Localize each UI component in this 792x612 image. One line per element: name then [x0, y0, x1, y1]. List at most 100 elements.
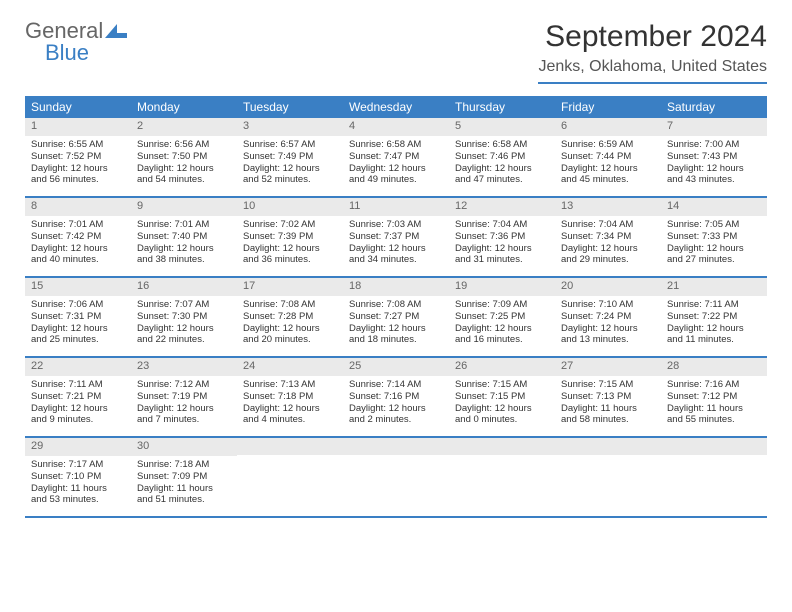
day-cell: 12 Sunrise: 7:04 AMSunset: 7:36 PMDayligh…: [449, 198, 555, 276]
sunrise-text: Sunrise: 7:13 AM: [243, 379, 337, 391]
sunrise-text: Sunrise: 7:01 AM: [31, 219, 125, 231]
day-content: Sunrise: 6:56 AMSunset: 7:50 PMDaylight:…: [131, 136, 237, 192]
daylight-text: Daylight: 12 hours and 36 minutes.: [243, 243, 337, 267]
daylight-text: Daylight: 11 hours and 58 minutes.: [561, 403, 655, 427]
day-number: 20: [555, 278, 661, 296]
day-cell: 22Sunrise: 7:11 AMSunset: 7:21 PMDayligh…: [25, 358, 131, 436]
sunset-text: Sunset: 7:18 PM: [243, 391, 337, 403]
day-content: Sunrise: 7:02 AMSunset: 7:39 PMDaylight:…: [237, 216, 343, 272]
sunset-text: Sunset: 7:46 PM: [455, 151, 549, 163]
day-number: 21: [661, 278, 767, 296]
empty-cell: [555, 438, 661, 516]
day-cell: 25Sunrise: 7:14 AMSunset: 7:16 PMDayligh…: [343, 358, 449, 436]
header: GeneralBlue September 2024 Jenks, Oklaho…: [25, 20, 767, 84]
day-cell: 28Sunrise: 7:16 AMSunset: 7:12 PMDayligh…: [661, 358, 767, 436]
day-content: Sunrise: 6:58 AMSunset: 7:47 PMDaylight:…: [343, 136, 449, 192]
daylight-text: Daylight: 12 hours and 49 minutes.: [349, 163, 443, 187]
day-content: Sunrise: 7:17 AMSunset: 7:10 PMDaylight:…: [25, 456, 131, 512]
sunset-text: Sunset: 7:22 PM: [667, 311, 761, 323]
day-cell: 19Sunrise: 7:09 AMSunset: 7:25 PMDayligh…: [449, 278, 555, 356]
day-content: Sunrise: 6:59 AMSunset: 7:44 PMDaylight:…: [555, 136, 661, 192]
empty-cell: [343, 438, 449, 516]
sunset-text: Sunset: 7:36 PM: [455, 231, 549, 243]
empty-cell: [661, 438, 767, 516]
daylight-text: Daylight: 12 hours and 52 minutes.: [243, 163, 337, 187]
sunset-text: Sunset: 7:09 PM: [137, 471, 231, 483]
week-row: 15Sunrise: 7:06 AMSunset: 7:31 PMDayligh…: [25, 278, 767, 358]
day-cell: 1Sunrise: 6:55 AMSunset: 7:52 PMDaylight…: [25, 118, 131, 196]
sunrise-text: Sunrise: 7:11 AM: [667, 299, 761, 311]
daylight-text: Daylight: 12 hours and 18 minutes.: [349, 323, 443, 347]
day-cell: 5Sunrise: 6:58 AMSunset: 7:46 PMDaylight…: [449, 118, 555, 196]
title-block: September 2024 Jenks, Oklahoma, United S…: [538, 20, 767, 84]
daylight-text: Daylight: 12 hours and 34 minutes.: [349, 243, 443, 267]
day-number: 15: [25, 278, 131, 296]
day-number: 6: [555, 118, 661, 136]
weekday-sunday: Sunday: [25, 96, 131, 118]
day-content: Sunrise: 7:11 AMSunset: 7:22 PMDaylight:…: [661, 296, 767, 352]
sunset-text: Sunset: 7:28 PM: [243, 311, 337, 323]
daylight-text: Daylight: 11 hours and 55 minutes.: [667, 403, 761, 427]
sunrise-text: Sunrise: 7:07 AM: [137, 299, 231, 311]
sunset-text: Sunset: 7:27 PM: [349, 311, 443, 323]
day-content: Sunrise: 7:15 AMSunset: 7:13 PMDaylight:…: [555, 376, 661, 432]
daylight-text: Daylight: 12 hours and 31 minutes.: [455, 243, 549, 267]
day-number: 7: [661, 118, 767, 136]
sunrise-text: Sunrise: 6:58 AM: [349, 139, 443, 151]
logo-text-blue: Blue: [45, 42, 127, 64]
day-number: 24: [237, 358, 343, 376]
sunset-text: Sunset: 7:52 PM: [31, 151, 125, 163]
day-content: Sunrise: 7:08 AMSunset: 7:27 PMDaylight:…: [343, 296, 449, 352]
daylight-text: Daylight: 12 hours and 4 minutes.: [243, 403, 337, 427]
daylight-text: Daylight: 12 hours and 13 minutes.: [561, 323, 655, 347]
sunset-text: Sunset: 7:42 PM: [31, 231, 125, 243]
day-content: Sunrise: 7:14 AMSunset: 7:16 PMDaylight:…: [343, 376, 449, 432]
sunset-text: Sunset: 7:44 PM: [561, 151, 655, 163]
daylight-text: Daylight: 12 hours and 45 minutes.: [561, 163, 655, 187]
sunset-text: Sunset: 7:10 PM: [31, 471, 125, 483]
sunset-text: Sunset: 7:49 PM: [243, 151, 337, 163]
sunrise-text: Sunrise: 7:12 AM: [137, 379, 231, 391]
logo-text-general: General: [25, 20, 103, 42]
sunset-text: Sunset: 7:33 PM: [667, 231, 761, 243]
day-content: Sunrise: 7:15 AMSunset: 7:15 PMDaylight:…: [449, 376, 555, 432]
sunrise-text: Sunrise: 7:02 AM: [243, 219, 337, 231]
day-content: Sunrise: 7:01 AMSunset: 7:42 PMDaylight:…: [25, 216, 131, 272]
day-number: 28: [661, 358, 767, 376]
sunrise-text: Sunrise: 6:59 AM: [561, 139, 655, 151]
day-cell: 10Sunrise: 7:02 AMSunset: 7:39 PMDayligh…: [237, 198, 343, 276]
weekday-saturday: Saturday: [661, 96, 767, 118]
day-cell: 3Sunrise: 6:57 AMSunset: 7:49 PMDaylight…: [237, 118, 343, 196]
day-number: 3: [237, 118, 343, 136]
daylight-text: Daylight: 12 hours and 38 minutes.: [137, 243, 231, 267]
daylight-text: Daylight: 12 hours and 56 minutes.: [31, 163, 125, 187]
day-cell: 21Sunrise: 7:11 AMSunset: 7:22 PMDayligh…: [661, 278, 767, 356]
day-cell: 14Sunrise: 7:05 AMSunset: 7:33 PMDayligh…: [661, 198, 767, 276]
day-cell: 20Sunrise: 7:10 AMSunset: 7:24 PMDayligh…: [555, 278, 661, 356]
day-content: Sunrise: 7:11 AMSunset: 7:21 PMDaylight:…: [25, 376, 131, 432]
day-number: 29: [25, 438, 131, 456]
week-row: 1Sunrise: 6:55 AMSunset: 7:52 PMDaylight…: [25, 118, 767, 198]
empty-number: [555, 438, 661, 455]
empty-number: [343, 438, 449, 455]
sunrise-text: Sunrise: 7:15 AM: [561, 379, 655, 391]
day-number: 16: [131, 278, 237, 296]
daylight-text: Daylight: 12 hours and 9 minutes.: [31, 403, 125, 427]
day-cell: 13Sunrise: 7:04 AMSunset: 7:34 PMDayligh…: [555, 198, 661, 276]
sunrise-text: Sunrise: 7:16 AM: [667, 379, 761, 391]
daylight-text: Daylight: 12 hours and 2 minutes.: [349, 403, 443, 427]
day-content: Sunrise: 6:58 AMSunset: 7:46 PMDaylight:…: [449, 136, 555, 192]
day-content: Sunrise: 7:00 AMSunset: 7:43 PMDaylight:…: [661, 136, 767, 192]
sunrise-text: Sunrise: 7:04 AM: [455, 219, 549, 231]
sunset-text: Sunset: 7:19 PM: [137, 391, 231, 403]
calendar: SundayMondayTuesdayWednesdayThursdayFrid…: [25, 96, 767, 518]
daylight-text: Daylight: 12 hours and 43 minutes.: [667, 163, 761, 187]
sunset-text: Sunset: 7:15 PM: [455, 391, 549, 403]
logo-icon: [105, 20, 127, 42]
sunset-text: Sunset: 7:47 PM: [349, 151, 443, 163]
sunset-text: Sunset: 7:31 PM: [31, 311, 125, 323]
sunset-text: Sunset: 7:21 PM: [31, 391, 125, 403]
sunrise-text: Sunrise: 7:03 AM: [349, 219, 443, 231]
day-number: 25: [343, 358, 449, 376]
day-number: 12: [449, 198, 555, 216]
